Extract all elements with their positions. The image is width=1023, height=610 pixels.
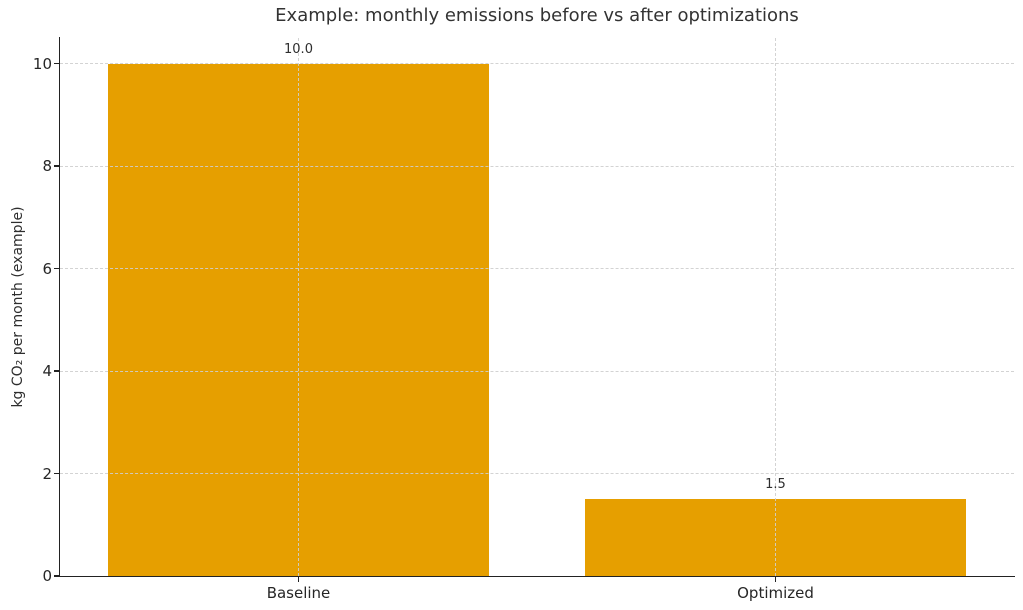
x-tick-mark bbox=[774, 576, 777, 582]
x-tick-label: Baseline bbox=[266, 584, 331, 602]
bar-value-label: 1.5 bbox=[765, 477, 786, 493]
y-tick-label: 4 bbox=[42, 362, 52, 381]
x-tick-mark bbox=[297, 576, 300, 582]
x-gridline bbox=[298, 38, 299, 576]
y-gridline bbox=[60, 63, 1014, 65]
y-gridline bbox=[60, 473, 1014, 475]
bar-value-label: 10.0 bbox=[284, 41, 313, 57]
y-tick-mark bbox=[54, 472, 60, 475]
chart-title: Example: monthly emissions before vs aft… bbox=[275, 5, 799, 26]
y-tick-mark bbox=[54, 267, 60, 270]
y-tick-label: 0 bbox=[42, 567, 52, 585]
y-tick-label: 8 bbox=[42, 157, 52, 176]
y-tick-mark bbox=[54, 370, 60, 372]
y-tick-label: 10 bbox=[32, 54, 52, 73]
y-gridline bbox=[60, 268, 1014, 270]
y-tick-mark bbox=[54, 62, 60, 65]
x-axis-spine bbox=[58, 575, 1015, 578]
x-tick-label: Optimized bbox=[737, 584, 814, 602]
y-tick-label: 2 bbox=[42, 464, 52, 483]
x-gridline bbox=[775, 38, 776, 576]
y-tick-mark bbox=[54, 575, 60, 577]
y-gridline bbox=[60, 370, 1014, 372]
y-tick-mark bbox=[54, 165, 60, 167]
y-axis-spine bbox=[58, 37, 61, 577]
y-tick-label: 6 bbox=[42, 259, 52, 278]
y-gridline bbox=[60, 165, 1014, 167]
